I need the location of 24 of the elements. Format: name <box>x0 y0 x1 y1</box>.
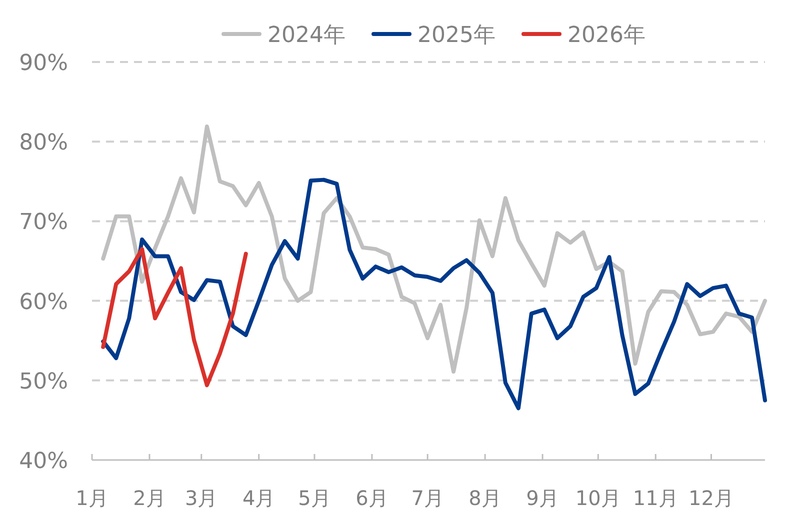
ytick: 90% <box>19 51 68 76</box>
xtick: 5月 <box>298 486 331 510</box>
xtick: 3月 <box>185 486 218 510</box>
ytick: 50% <box>19 369 68 394</box>
xtick: 7月 <box>411 486 444 510</box>
legend-item: 2025年 <box>372 23 496 48</box>
xtick: 4月 <box>242 486 276 510</box>
legend-label: 2025年 <box>418 23 496 48</box>
xtick: 11月 <box>632 486 678 510</box>
xtick: 2月 <box>133 486 166 510</box>
legend-label: 2026年 <box>568 23 646 48</box>
legend-item: 2024年 <box>222 23 346 48</box>
ytick: 70% <box>19 210 68 236</box>
ytick: 80% <box>19 130 68 156</box>
xtick: 8月 <box>468 486 502 510</box>
legend-label: 2024年 <box>268 23 346 48</box>
xtick: 9月 <box>526 486 559 510</box>
legend-item: 2026年 <box>522 23 646 48</box>
ytick: 40% <box>19 449 68 474</box>
ytick: 60% <box>19 290 68 315</box>
xtick: 6月 <box>356 486 388 510</box>
xtick: 10月 <box>575 486 621 510</box>
xtick: 1月 <box>76 486 108 510</box>
xtick: 12月 <box>688 486 734 510</box>
